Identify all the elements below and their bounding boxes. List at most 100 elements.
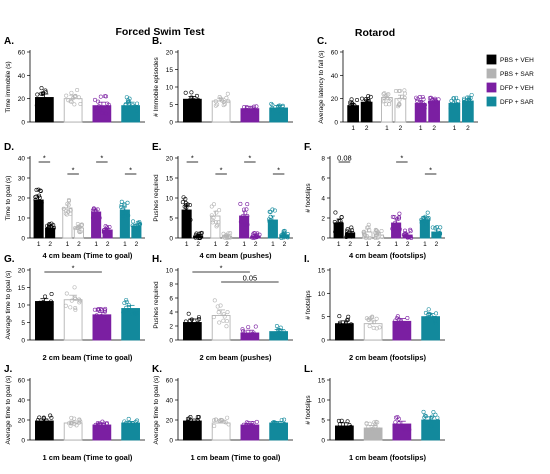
data-point [134, 311, 139, 316]
data-point [135, 418, 140, 423]
data-point [370, 426, 375, 431]
data-point [396, 88, 401, 93]
data-point [75, 87, 80, 92]
data-point [417, 94, 422, 99]
data-point [49, 291, 54, 296]
y-axis-title: Pushes required [153, 174, 160, 222]
data-point [449, 98, 454, 103]
data-point [255, 232, 260, 237]
y-axis-title: # Immobile episodes [153, 56, 160, 116]
y-tick-label: 4 [321, 196, 325, 203]
data-point [350, 228, 355, 233]
data-point [45, 302, 50, 307]
panel-label: B. [152, 36, 162, 47]
data-point [421, 409, 426, 414]
panel-label: A. [4, 36, 14, 47]
data-point [97, 215, 102, 220]
data-point [390, 214, 395, 219]
data-point [366, 424, 371, 429]
data-point [254, 419, 259, 424]
data-point [401, 232, 406, 237]
y-tick-label: 6 [321, 176, 325, 183]
data-point [34, 187, 39, 192]
data-point [225, 415, 230, 420]
data-point [243, 216, 248, 221]
data-point [396, 216, 401, 221]
data-point [274, 324, 279, 329]
data-point [270, 107, 275, 112]
data-point [103, 309, 108, 314]
y-tick-label: 20 [166, 418, 174, 425]
panel-k: K. 0 20 40 60 Average time to goal (s) 1 cm be… [152, 364, 293, 462]
significance-label: * [191, 154, 194, 163]
x-tick-label: 1 [123, 241, 127, 248]
bar [421, 419, 440, 441]
data-point [100, 111, 105, 116]
x-tick-label: 2 [377, 241, 381, 248]
data-point [424, 222, 429, 227]
data-point [395, 314, 400, 319]
x-axis-title: 4 cm beam (footslips) [349, 251, 427, 260]
y-tick-label: 0 [21, 338, 25, 345]
y-tick-label: 15 [166, 176, 174, 183]
data-point [100, 419, 105, 424]
legend-label: DFP + VEH [500, 85, 534, 92]
data-point [97, 307, 102, 312]
data-point [217, 95, 222, 100]
data-point [242, 425, 247, 430]
data-point [212, 423, 217, 428]
data-point [94, 313, 99, 318]
data-point [194, 93, 199, 98]
data-point [130, 103, 135, 108]
data-point [49, 415, 54, 420]
significance-label: * [248, 154, 251, 163]
data-point [346, 230, 351, 235]
data-point [337, 314, 342, 319]
data-point [382, 91, 387, 96]
data-point [79, 223, 84, 228]
data-point [422, 415, 427, 420]
y-axis-title: Average time to goal (s) [153, 376, 160, 445]
data-point [187, 203, 192, 208]
data-point [419, 220, 424, 225]
data-point [463, 102, 468, 107]
data-point [435, 100, 440, 105]
data-point [420, 101, 425, 106]
data-point [285, 235, 290, 240]
data-point [45, 228, 50, 233]
y-tick-label: 10 [18, 216, 26, 223]
significance-label: * [100, 154, 103, 163]
data-point [254, 104, 259, 109]
data-point [211, 202, 216, 207]
data-point [406, 324, 411, 329]
y-axis-title: Average latency to fall (s) [318, 50, 325, 123]
data-point [404, 233, 409, 238]
y-tick-label: 0 [169, 438, 173, 445]
data-point [339, 418, 344, 423]
y-tick-label: 5 [21, 320, 25, 327]
data-point [191, 102, 196, 107]
data-point [64, 291, 69, 296]
data-point [78, 102, 83, 107]
y-tick-label: 20 [166, 156, 174, 163]
data-point [364, 316, 369, 321]
data-point [39, 91, 44, 96]
data-point [126, 307, 131, 312]
data-point [240, 110, 245, 115]
data-point [270, 420, 275, 425]
data-point [268, 209, 273, 214]
data-point [282, 417, 287, 422]
bar [239, 215, 250, 239]
x-tick-label: 1 [185, 241, 189, 248]
data-point [399, 323, 404, 328]
data-point [37, 204, 42, 209]
y-tick-label: 15 [18, 285, 26, 292]
data-point [221, 103, 226, 108]
data-point [425, 315, 430, 320]
y-axis-title: # footslips [305, 395, 312, 425]
x-tick-label: 1 [423, 241, 427, 248]
data-point [366, 225, 371, 230]
data-point [375, 420, 380, 425]
y-axis-title: Pushes required [153, 281, 160, 329]
x-tick-label: 1 [337, 241, 341, 248]
